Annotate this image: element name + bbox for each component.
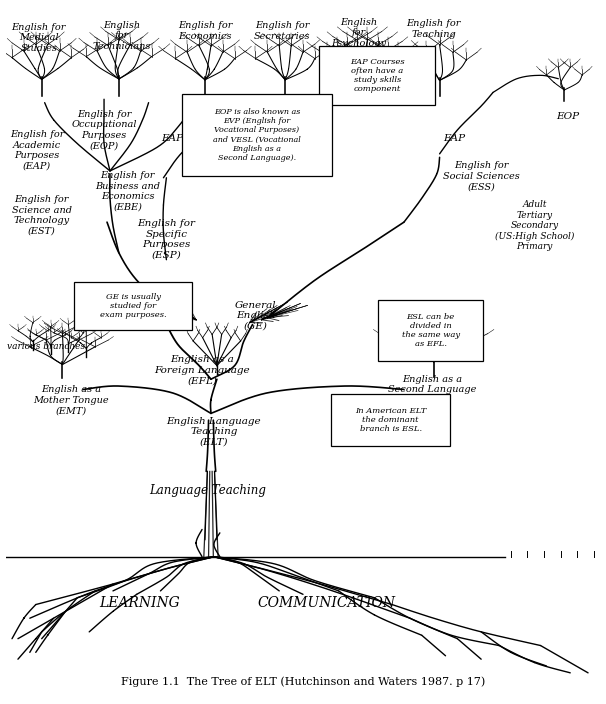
Text: English as a
Mother Tongue
(EMT): English as a Mother Tongue (EMT) [33,386,109,415]
FancyBboxPatch shape [378,300,483,360]
Text: GE is usually
studied for
exam purposes.: GE is usually studied for exam purposes. [100,293,167,319]
Text: EOP: EOP [556,112,579,121]
FancyBboxPatch shape [75,282,192,330]
Text: EOP is also known as
EVP (English for
Vocational Purposes)
and VESL (Vocational
: EOP is also known as EVP (English for Vo… [213,108,301,162]
Text: General
English
(GE): General English (GE) [235,301,276,331]
Text: EAP: EAP [161,134,184,143]
Text: English
for
Technicians: English for Technicians [93,21,151,51]
Text: ESL can be
divided in
the same way
as EFL.: ESL can be divided in the same way as EF… [402,313,460,348]
Text: In American ELT
the dominant
branch is ESL.: In American ELT the dominant branch is E… [355,407,426,434]
Text: COMMUNICATION: COMMUNICATION [258,596,396,610]
Text: English as a
Foreign Language
(EFL): English as a Foreign Language (EFL) [155,356,250,385]
Text: LEARNING: LEARNING [99,596,180,610]
Text: English for
Specific
Purposes
(ESP): English for Specific Purposes (ESP) [138,219,195,259]
Text: English as a
Second Language
(ESL): English as a Second Language (ESL) [388,375,477,404]
Text: EAP Courses
often have a
study skills
component: EAP Courses often have a study skills co… [350,58,405,93]
Text: English
for
Psychology: English for Psychology [331,18,386,48]
Text: English for
Teaching: English for Teaching [407,19,461,39]
Text: English for
Economics: English for Economics [178,21,232,41]
FancyBboxPatch shape [182,94,331,177]
Text: English for
Business and
Economics
(EBE): English for Business and Economics (EBE) [95,171,161,211]
Text: English for
Science and
Technology
(EST): English for Science and Technology (EST) [12,195,72,235]
FancyBboxPatch shape [319,46,436,105]
Text: English for
Occupational
Purposes
(EOP): English for Occupational Purposes (EOP) [72,110,137,150]
Text: EAP: EAP [444,134,465,143]
Text: Adult
Tertiary
Secondary
(US:High School)
Primary: Adult Tertiary Secondary (US:High School… [495,200,574,251]
Text: English for
Social Sciences
(ESS): English for Social Sciences (ESS) [443,161,519,191]
Text: English for
Academic
Purposes
(EAP): English for Academic Purposes (EAP) [10,130,64,170]
Text: Figure 1.1  The Tree of ELT (Hutchinson and Waters 1987. p 17): Figure 1.1 The Tree of ELT (Hutchinson a… [121,676,485,686]
Text: English Language
Teaching
(ELT): English Language Teaching (ELT) [167,417,261,447]
Text: English for
Secretaries: English for Secretaries [254,21,310,41]
Text: English for
Medical
Studies: English for Medical Studies [12,23,66,53]
Text: Language Teaching: Language Teaching [150,484,267,497]
FancyBboxPatch shape [331,394,450,446]
Text: various branches: various branches [7,342,85,351]
